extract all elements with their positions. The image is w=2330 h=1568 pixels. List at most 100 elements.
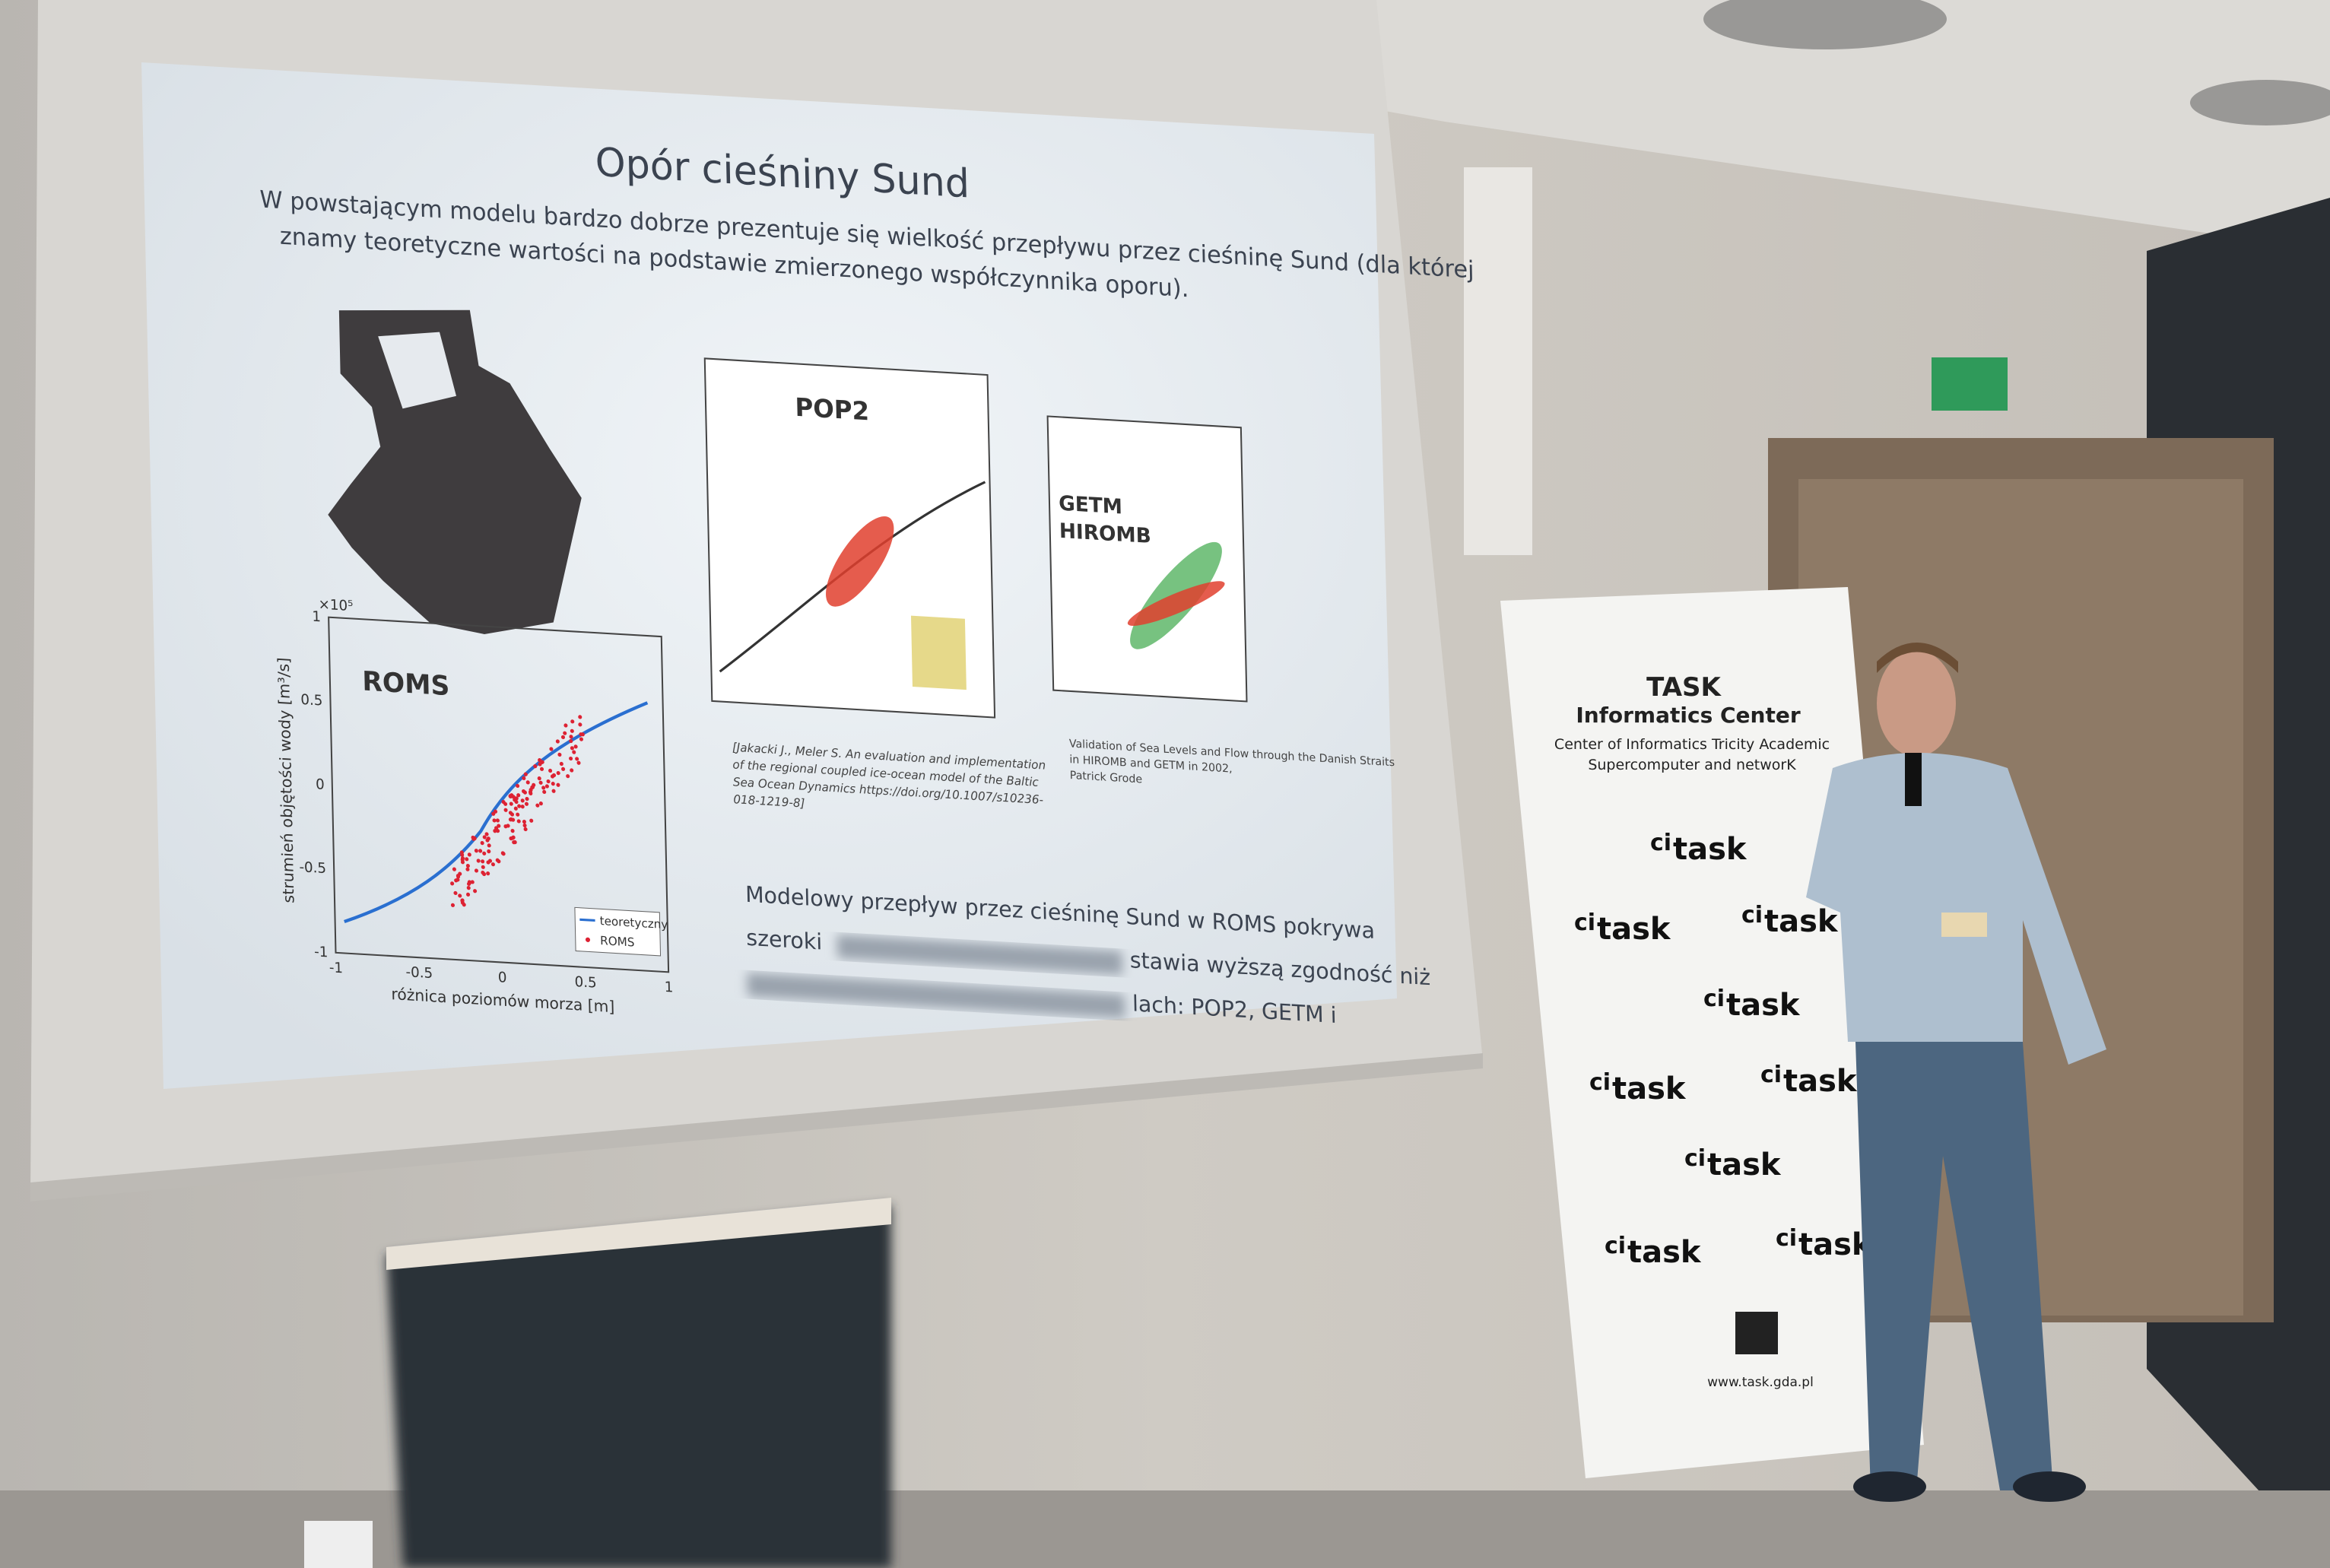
scatter-dot (579, 737, 583, 741)
scatter-cloud (1127, 581, 1225, 626)
lectern (386, 1205, 891, 1568)
badge (1941, 913, 1987, 937)
banner: TASK Informatics Center Center of Inform… (1500, 587, 1924, 1478)
scatter-dot (561, 767, 566, 771)
ceiling-vent (1703, 0, 1947, 49)
scatter-dot (556, 782, 560, 787)
scatter-dot (578, 715, 582, 719)
theory-curve (343, 701, 649, 923)
scatter-dot (544, 784, 549, 789)
scatter-dot (510, 836, 515, 840)
scatter-dot (500, 851, 505, 855)
logo-prefix: ci (1703, 986, 1725, 1012)
scatter-dot (514, 796, 519, 801)
scatter-dot (494, 809, 498, 814)
logo-prefix: ci (1684, 1145, 1706, 1172)
logo-prefix: ci (1605, 1233, 1626, 1259)
axis-exponent: ×10⁵ (318, 596, 353, 614)
legend (574, 906, 662, 957)
scatter-dot (563, 723, 568, 728)
scatter-dot (538, 762, 542, 767)
scatter-dot (453, 890, 458, 896)
y-tick-label: -1 (314, 944, 329, 960)
scatter-dot (538, 780, 543, 785)
scatter-dot (556, 771, 560, 776)
scatter-dot (510, 829, 515, 833)
panel-label: ROMS (362, 666, 450, 702)
scatter-dot (569, 756, 573, 761)
plot-frame (328, 616, 670, 973)
scatter-dot (478, 849, 483, 853)
plot-frame (1046, 415, 1248, 703)
scatter-dot (517, 804, 522, 808)
y-tick-label: -0.5 (299, 859, 326, 877)
banner-subtitle: Informatics Center (1576, 703, 1800, 728)
scatter-dot (570, 728, 574, 733)
scatter-dot (465, 857, 469, 862)
scatter-dot (539, 767, 544, 771)
scatter-dot (576, 760, 581, 765)
roms-plot: ROMS ×10⁵ strumień objętości wody [m³/s]… (275, 596, 674, 1016)
map-image (328, 309, 582, 634)
shoe (1853, 1471, 1926, 1502)
speaker (1464, 167, 1532, 555)
scatter-dot (569, 738, 573, 744)
presenter (1806, 643, 2106, 1502)
logo-prefix: ci (1760, 1062, 1782, 1088)
logo: task (1707, 1147, 1782, 1182)
scatter-dot (541, 786, 546, 790)
scatter-dot (560, 735, 566, 740)
scatter-dot (511, 795, 516, 799)
jeans (1855, 1042, 2053, 1490)
scatter-dot (522, 776, 526, 780)
scatter-dot (516, 783, 520, 789)
scatter-dot (471, 835, 475, 840)
conclusion: szeroki (746, 925, 823, 955)
scatter-dot (503, 808, 508, 812)
scatter-dot (480, 840, 484, 846)
scatter-dot (501, 800, 506, 805)
scatter-dot (487, 843, 491, 848)
scatter-dot (557, 752, 562, 757)
scatter-dot (540, 760, 544, 764)
scatter-dot (569, 735, 573, 739)
scatter-dot (473, 889, 478, 894)
sweater (1806, 753, 2106, 1065)
scatter-dot (513, 806, 518, 811)
y-tick-label: 0.5 (300, 692, 322, 709)
scatter-dot (460, 898, 465, 903)
scatter-dot (486, 871, 490, 876)
y-tick-label: 1 (312, 608, 321, 625)
scatter-dot (570, 746, 574, 751)
scatter-dot (525, 797, 529, 801)
logo: task (1726, 988, 1801, 1023)
scatter-dot (575, 757, 579, 761)
scatter-dot (481, 870, 485, 875)
legend-swatch (579, 918, 595, 922)
scatter-dot (460, 852, 465, 857)
scatter-dot (486, 836, 490, 841)
scatter-dot (492, 818, 497, 823)
scatter-dot (570, 719, 575, 724)
scatter-dot (486, 860, 490, 865)
scatter-dot (537, 776, 541, 781)
scatter-dot (516, 812, 520, 817)
scatter-dot (481, 859, 485, 864)
scatter-dot (460, 860, 465, 865)
scatter-dot (563, 731, 567, 735)
scatter-dot (497, 859, 501, 864)
logo: task (1798, 1227, 1873, 1262)
scatter-dot (482, 835, 487, 840)
logo-prefix: ci (1650, 830, 1671, 856)
inset-map (910, 615, 967, 690)
scatter-dot (546, 779, 551, 784)
panel-label: GETM (1059, 491, 1122, 519)
scatter-dot (511, 817, 516, 822)
scatter-dot (456, 874, 460, 878)
caption: Patrick Grode (1070, 770, 1143, 786)
scatter-dot (572, 750, 576, 754)
scatter-dot (467, 880, 471, 884)
scatter-dot (549, 747, 554, 751)
panel-label: POP2 (795, 392, 869, 426)
